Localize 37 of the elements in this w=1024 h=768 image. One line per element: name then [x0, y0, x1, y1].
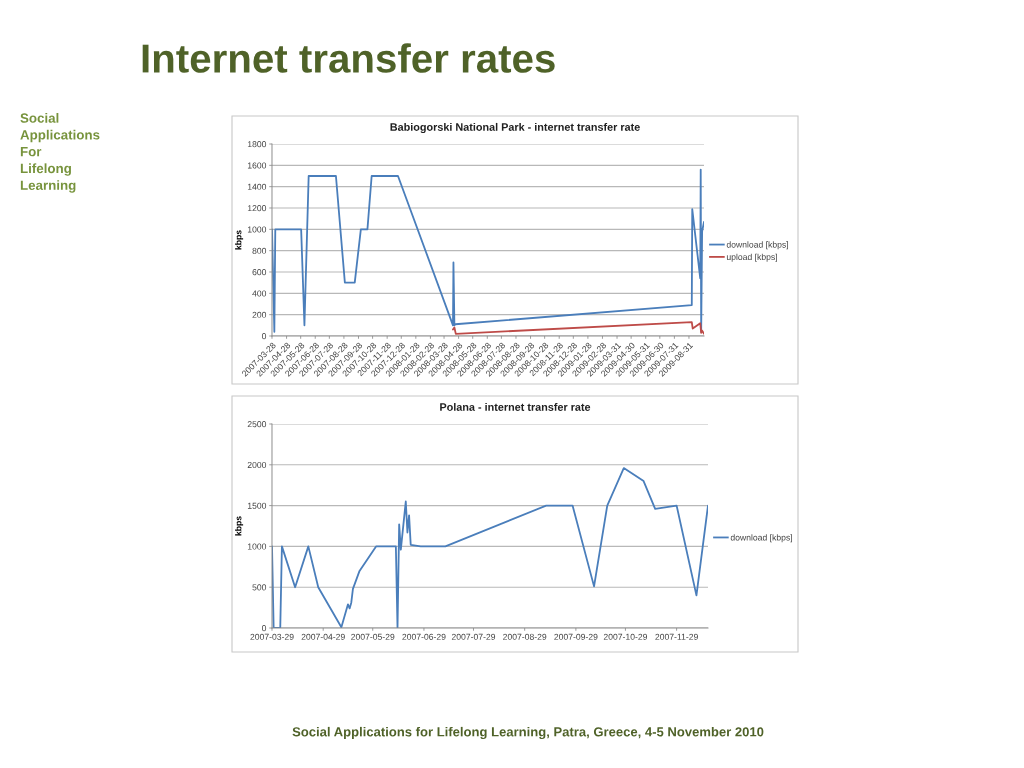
y-tick-label: 1800: [247, 141, 267, 148]
x-tick-label: 2007-04-29: [301, 633, 345, 640]
y-tick-label: 1500: [247, 502, 267, 509]
legend-label: download [kbps]: [730, 534, 793, 543]
chart-title: Polana - internet transfer rate: [440, 402, 591, 411]
text: Internet transfer rates: [142, 43, 555, 73]
y-axis-title: kbps: [235, 230, 244, 250]
y-tick-label: 1400: [247, 183, 267, 190]
line-series: [272, 168, 704, 333]
y-tick-label: 200: [252, 311, 267, 318]
y-tick-label: 2000: [247, 461, 267, 468]
text: Social Applications For Lifelong Learning: [20, 113, 100, 193]
x-tick-label: 2007-05-29: [351, 633, 395, 640]
y-tick-label: 1200: [247, 205, 267, 212]
y-tick-label: 800: [252, 247, 267, 254]
x-tick-label: 2007-09-29: [554, 633, 598, 640]
y-tick-label: 500: [252, 584, 267, 591]
y-tick-label: 0: [261, 625, 267, 632]
y-axis-title: kbps: [235, 516, 244, 536]
line-series: [452, 321, 704, 335]
x-tick-label: 2007-11-29: [655, 633, 698, 640]
x-tick-label: 2007-08-29: [503, 633, 547, 640]
y-tick-label: 1600: [247, 162, 267, 169]
legend-label: download [kbps]: [726, 241, 789, 250]
legend-label: upload [kbps]: [726, 253, 777, 262]
x-tick-label: 2007-03-29: [250, 633, 294, 640]
y-tick-label: 1000: [247, 226, 267, 233]
y-tick-label: 0: [261, 333, 267, 340]
y-tick-label: 2500: [247, 421, 267, 428]
y-tick-label: 600: [252, 269, 267, 276]
x-tick-label: 2007-07-29: [451, 633, 496, 640]
chart-title: Babiogorski National Park - internet transfer rate: [390, 122, 640, 134]
text: Social Applications for Lifelong Learning, Patra, Greece, 4-5 November 2010: [292, 726, 764, 740]
y-tick-label: 400: [252, 290, 267, 297]
x-tick-label: 2007-10-29: [603, 633, 648, 640]
x-tick-label: 2007-06-29: [402, 633, 446, 640]
y-tick-label: 1000: [247, 543, 267, 550]
